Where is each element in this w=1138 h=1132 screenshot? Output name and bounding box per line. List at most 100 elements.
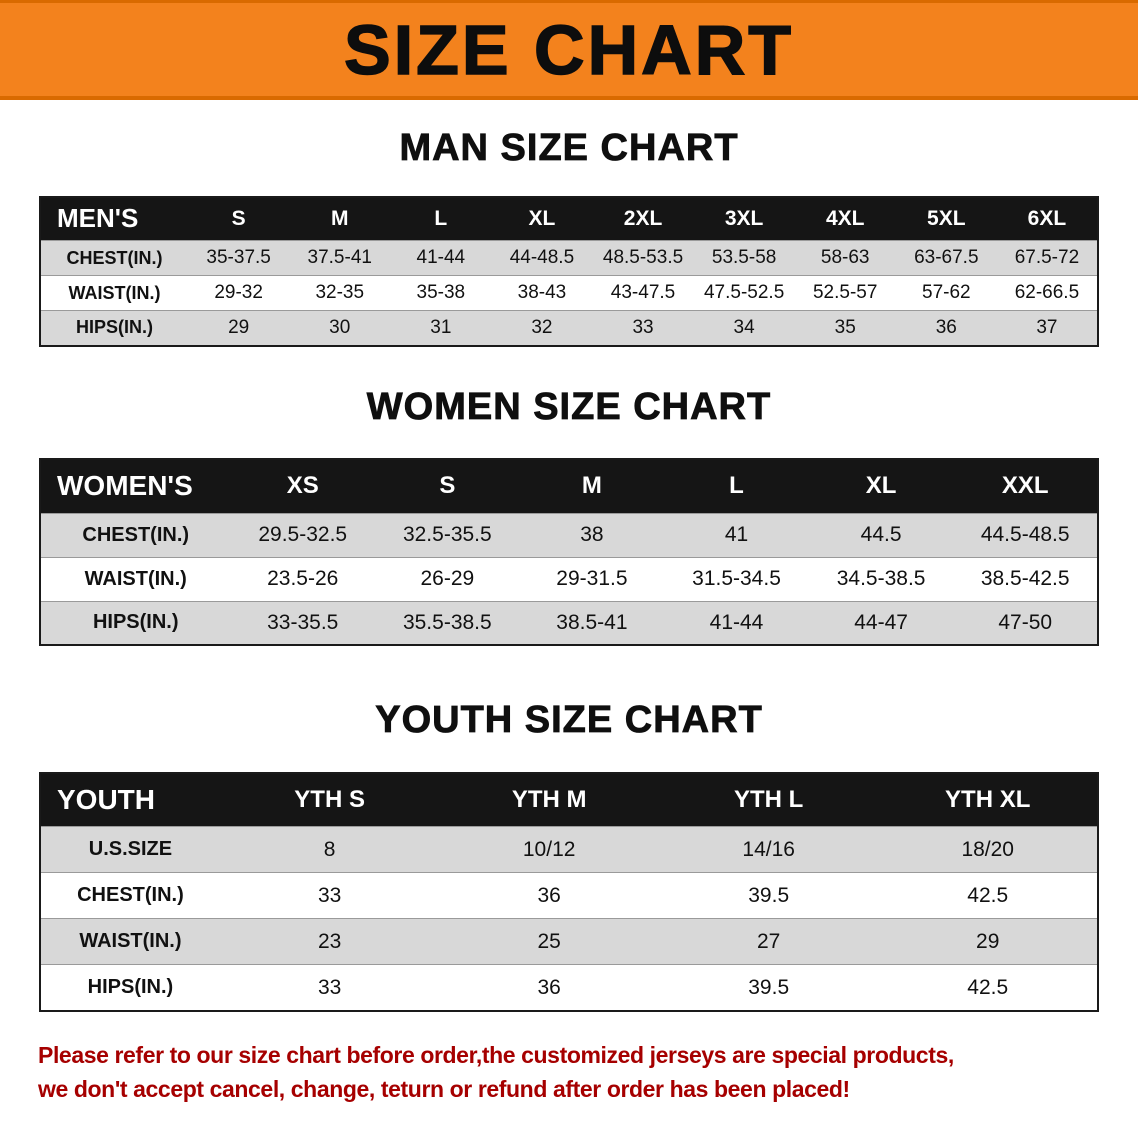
measurement-value-cell: 38 [519,512,665,558]
size-column-header: 2XL [592,196,694,241]
measurement-value-cell: 67.5-72 [996,240,1098,276]
youth-section-heading: YOUTH SIZE CHART [375,699,763,742]
size-column-header: 6XL [996,196,1098,241]
size-column-header: XS [230,459,376,514]
measurement-value-cell: 29 [188,310,290,346]
measurement-row: HIPS(IN.) 33 36 39.5 42.5 [40,964,1098,1011]
measurement-value-cell: 33-35.5 [230,600,376,646]
size-column-header: 3XL [693,196,795,241]
measurement-value-cell: 29 [878,918,1098,965]
row-label-cell: CHEST(IN.) [40,240,189,276]
measurement-value-cell: 23.5-26 [230,556,376,602]
size-column-header: YTH M [439,772,659,827]
measurement-value-cell: 34.5-38.5 [808,556,954,602]
header-row: WOMEN'S XS S M L XL XXL [40,459,1098,514]
row-label-cell: U.S.SIZE [40,826,220,873]
row-label-cell: CHEST(IN.) [40,512,231,558]
size-column-header: XL [808,459,954,514]
measurement-value-cell: 41-44 [664,600,809,646]
measurement-row: CHEST(IN.) 33 36 39.5 42.5 [40,872,1098,919]
measurement-value-cell: 38.5-42.5 [953,556,1098,602]
women-size-section: WOMEN SIZE CHART WOMEN'S XS S M L XL XXL CHEST(… [0,385,1138,647]
measurement-value-cell: 39.5 [658,964,879,1011]
measurement-value-cell: 34 [693,310,795,346]
measurement-value-cell: 36 [439,872,659,919]
measurement-value-cell: 38-43 [491,275,593,311]
table-title-cell: MEN'S [40,196,189,241]
row-label-cell: HIPS(IN.) [40,600,231,646]
measurement-value-cell: 38.5-41 [519,600,665,646]
size-column-header: 4XL [794,196,896,241]
header-row: MEN'S S M L XL 2XL 3XL 4XL 5XL 6XL [40,196,1098,241]
women-size-table: WOMEN'S XS S M L XL XXL CHEST(IN.) 29.5-32.5 32.5… [39,458,1099,647]
size-chart-graphic: SIZE CHART MAN SIZE CHART MEN'S S M L XL 2XL 3… [0,0,1138,1107]
measurement-value-cell: 33 [219,872,440,919]
measurement-value-cell: 53.5-58 [693,240,795,276]
measurement-value-cell: 32-35 [289,275,391,311]
measurement-value-cell: 44-47 [808,600,954,646]
measurement-value-cell: 63-67.5 [895,240,997,276]
measurement-value-cell: 35-37.5 [188,240,290,276]
measurement-value-cell: 41 [664,512,809,558]
size-column-header: M [519,459,665,514]
measurement-value-cell: 32 [491,310,593,346]
measurement-value-cell: 33 [592,310,694,346]
measurement-value-cell: 44-48.5 [491,240,593,276]
size-column-header: 5XL [895,196,997,241]
measurement-value-cell: 37.5-41 [289,240,391,276]
measurement-row: CHEST(IN.) 35-37.5 37.5-41 41-44 44-48.5 48.5… [40,240,1098,276]
youth-size-section: YOUTH SIZE CHART YOUTH YTH S YTH M YTH L YTH… [0,698,1138,1012]
measurement-value-cell: 23 [219,918,440,965]
size-column-header: YTH S [219,772,440,827]
row-label-cell: HIPS(IN.) [40,964,220,1011]
banner: SIZE CHART [0,0,1138,100]
measurement-value-cell: 39.5 [658,872,879,919]
disclaimer-note: Please refer to our size chart before or… [38,1038,1100,1107]
disclaimer-line-2: we don't accept cancel, change, teturn o… [38,1076,850,1103]
measurement-value-cell: 33 [219,964,440,1011]
youth-size-table: YOUTH YTH S YTH M YTH L YTH XL U.S.SIZE 8 10/12… [39,771,1099,1012]
measurement-value-cell: 44.5 [808,512,954,558]
measurement-value-cell: 29-32 [188,275,290,311]
measurement-value-cell: 35-38 [390,275,492,311]
men-section-heading: MAN SIZE CHART [399,127,739,170]
measurement-value-cell: 36 [895,310,997,346]
measurement-value-cell: 35 [794,310,896,346]
measurement-value-cell: 8 [219,826,440,873]
row-label-cell: WAIST(IN.) [40,275,189,311]
size-column-header: XL [491,196,593,241]
row-label-cell: HIPS(IN.) [40,310,189,346]
measurement-value-cell: 41-44 [390,240,492,276]
measurement-row: HIPS(IN.) 29 30 31 32 33 34 35 36 37 [40,310,1098,346]
measurement-value-cell: 10/12 [439,826,659,873]
measurement-value-cell: 42.5 [878,872,1098,919]
measurement-row: WAIST(IN.) 29-32 32-35 35-38 38-43 43-47.5 47.… [40,275,1098,311]
measurement-row: WAIST(IN.) 23 25 27 29 [40,918,1098,965]
disclaimer-line-1: Please refer to our size chart before or… [38,1041,954,1068]
measurement-value-cell: 14/16 [658,826,879,873]
size-column-header: YTH XL [878,772,1098,827]
row-label-cell: WAIST(IN.) [40,918,220,965]
measurement-value-cell: 62-66.5 [996,275,1098,311]
measurement-value-cell: 57-62 [895,275,997,311]
size-column-header: XXL [953,459,1098,514]
measurement-value-cell: 29.5-32.5 [230,512,376,558]
measurement-value-cell: 47-50 [953,600,1098,646]
measurement-value-cell: 36 [439,964,659,1011]
size-column-header: S [188,196,290,241]
measurement-value-cell: 25 [439,918,659,965]
size-column-header: M [289,196,391,241]
measurement-value-cell: 58-63 [794,240,896,276]
measurement-value-cell: 52.5-57 [794,275,896,311]
measurement-value-cell: 31 [390,310,492,346]
row-label-cell: CHEST(IN.) [40,872,220,919]
measurement-value-cell: 48.5-53.5 [592,240,694,276]
size-column-header: L [390,196,492,241]
men-size-section: MAN SIZE CHART MEN'S S M L XL 2XL 3XL 4XL 5XL 6XL… [0,126,1138,347]
measurement-row: HIPS(IN.) 33-35.5 35.5-38.5 38.5-41 41-44 44-… [40,600,1098,646]
measurement-value-cell: 32.5-35.5 [375,512,520,558]
measurement-value-cell: 30 [289,310,391,346]
header-row: YOUTH YTH S YTH M YTH L YTH XL [40,772,1098,827]
measurement-value-cell: 42.5 [878,964,1098,1011]
women-section-heading: WOMEN SIZE CHART [366,385,772,428]
